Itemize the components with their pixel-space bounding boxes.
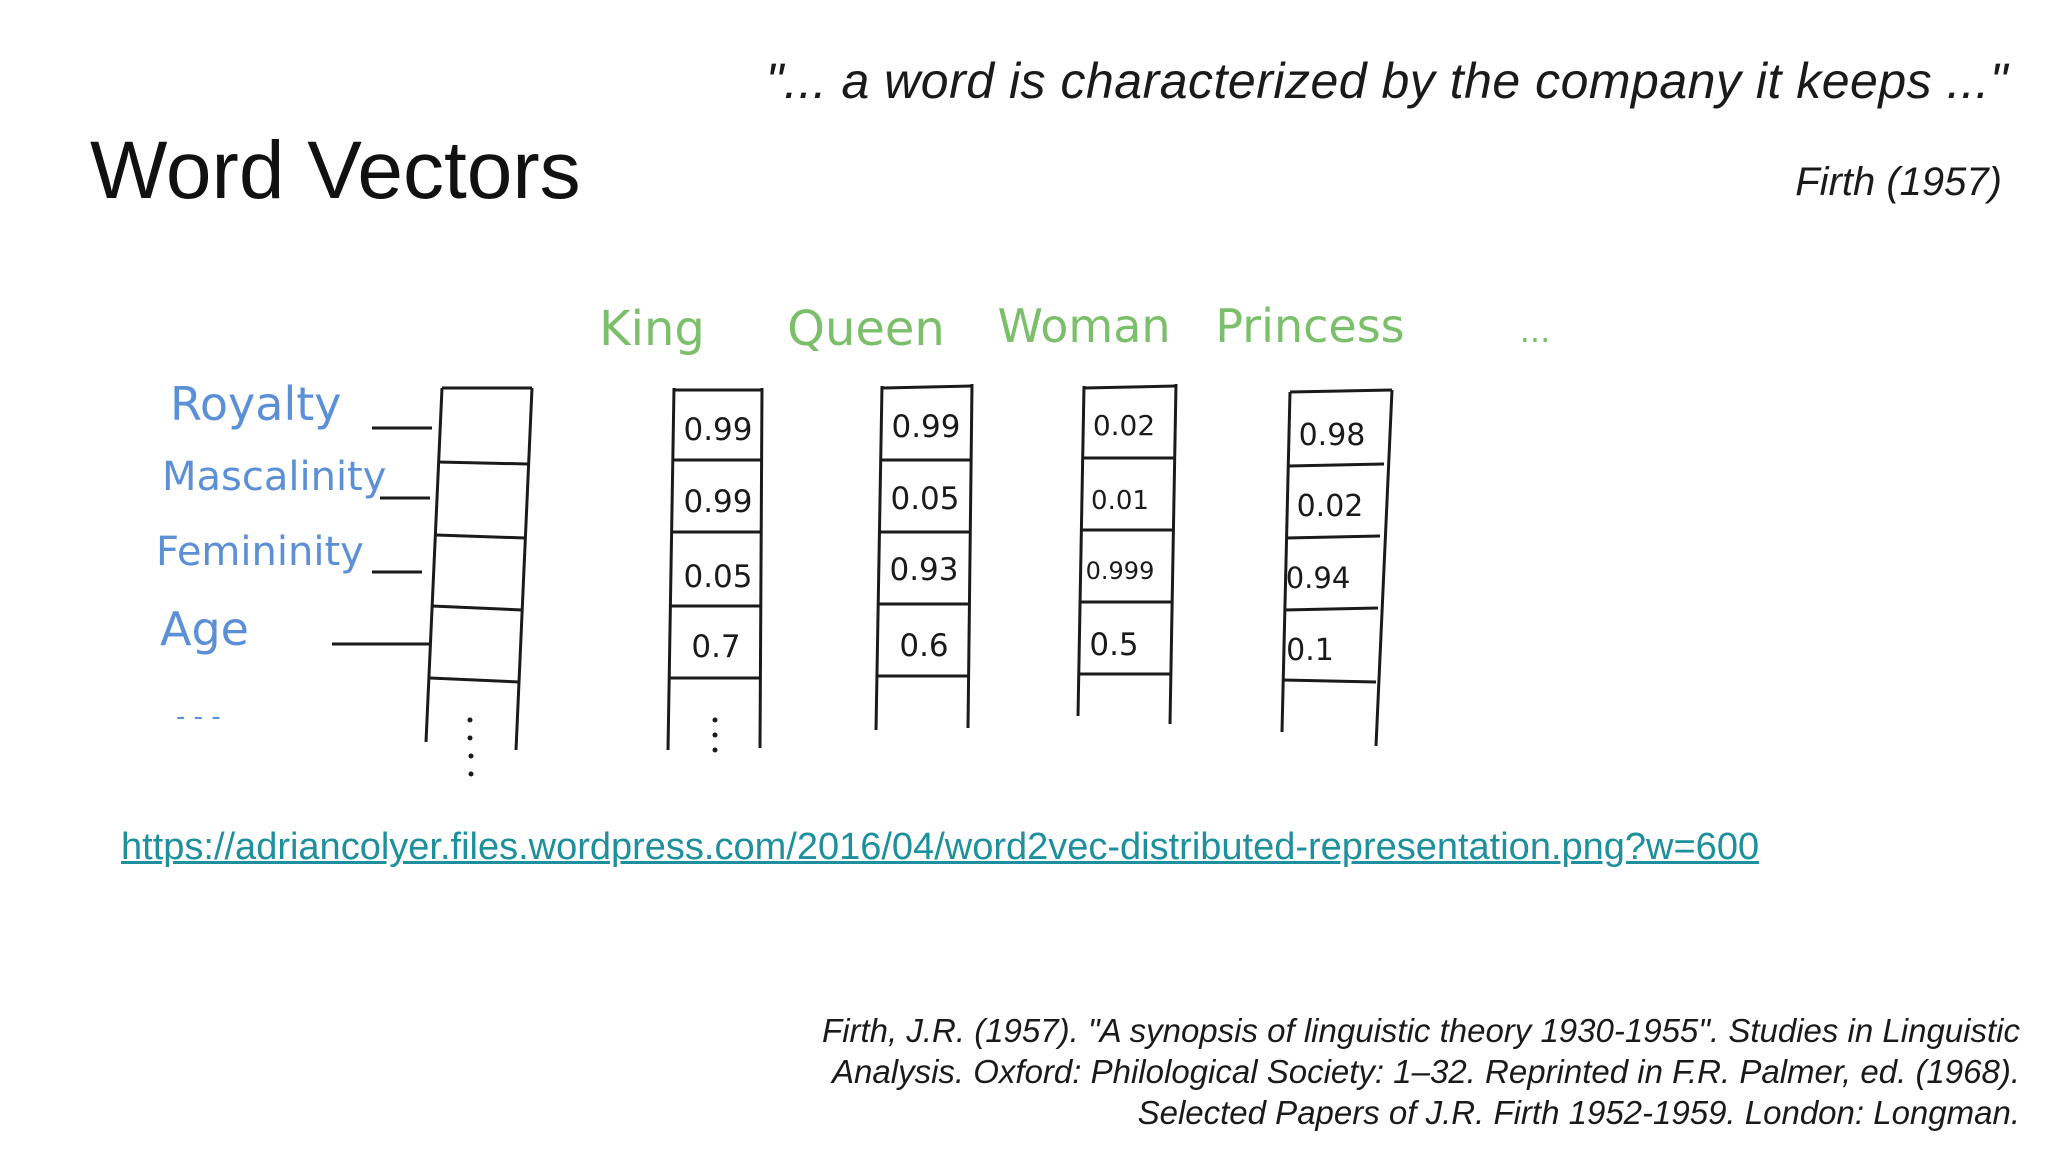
citation-line: Selected Papers of J.R. Firth 1952-1959.…: [1137, 1094, 2020, 1131]
quote-attribution: Firth (1957): [1795, 160, 2002, 204]
dimension-label-age: Age: [160, 602, 249, 656]
word-label-king: King: [599, 301, 705, 357]
dimension-ellipsis: - - -: [176, 702, 221, 732]
quote: "... a word is characterized by the comp…: [765, 53, 2008, 109]
vector-value: 0.999: [1086, 557, 1155, 585]
dimension-label-masculinity: Mascalinity: [162, 454, 386, 500]
vector-value: 0.02: [1093, 409, 1155, 442]
vector-king: 0.99 0.99 0.05 0.7: [666, 387, 764, 753]
vector-value: 0.05: [683, 559, 752, 595]
vector-value: 0.94: [1286, 561, 1351, 595]
template-vector: [424, 386, 534, 751]
vector-value: 0.5: [1089, 627, 1138, 663]
vector-value: 0.99: [891, 409, 960, 445]
vector-value: 0.99: [683, 412, 752, 448]
vector-value: 0.02: [1297, 489, 1364, 524]
word-label-queen: Queen: [787, 301, 945, 357]
vector-value: 0.93: [889, 552, 958, 588]
citation: Firth, J.R. (1957). "A synopsis of lingu…: [720, 1010, 2020, 1133]
vector-value: 0.7: [691, 629, 740, 665]
vector-value: 0.99: [683, 484, 752, 520]
word-label-princess: Princess: [1215, 299, 1404, 353]
vector-value: 0.01: [1091, 486, 1149, 516]
image-source-link[interactable]: https://adriancolyer.files.wordpress.com…: [121, 826, 1760, 868]
vector-woman: 0.02 0.01 0.999 0.5: [1076, 383, 1178, 725]
vector-value: 0.6: [899, 628, 948, 664]
word-label-woman: Woman: [997, 299, 1170, 353]
citation-line: Firth, J.R. (1957). "A synopsis of lingu…: [822, 1012, 2020, 1049]
vector-queen: 0.99 0.05 0.93 0.6: [874, 383, 974, 731]
template-vector-ellipsis: [467, 717, 474, 777]
word-vector-diagram: Royalty Mascalinity Femininity Age - - -…: [156, 299, 1551, 777]
vector-value: 0.98: [1299, 418, 1366, 453]
vector-value: 0.05: [890, 481, 959, 517]
dimension-label-royalty: Royalty: [170, 377, 342, 431]
vector-value: 0.1: [1286, 633, 1334, 668]
slide-title: Word Vectors: [90, 125, 581, 216]
dimension-label-femininity: Femininity: [156, 529, 364, 575]
vector-princess: 0.98 0.02 0.94 0.1: [1280, 388, 1394, 747]
word-label-ellipsis: ...: [1520, 312, 1551, 350]
citation-line: Analysis. Oxford: Philological Society: …: [832, 1053, 2020, 1090]
